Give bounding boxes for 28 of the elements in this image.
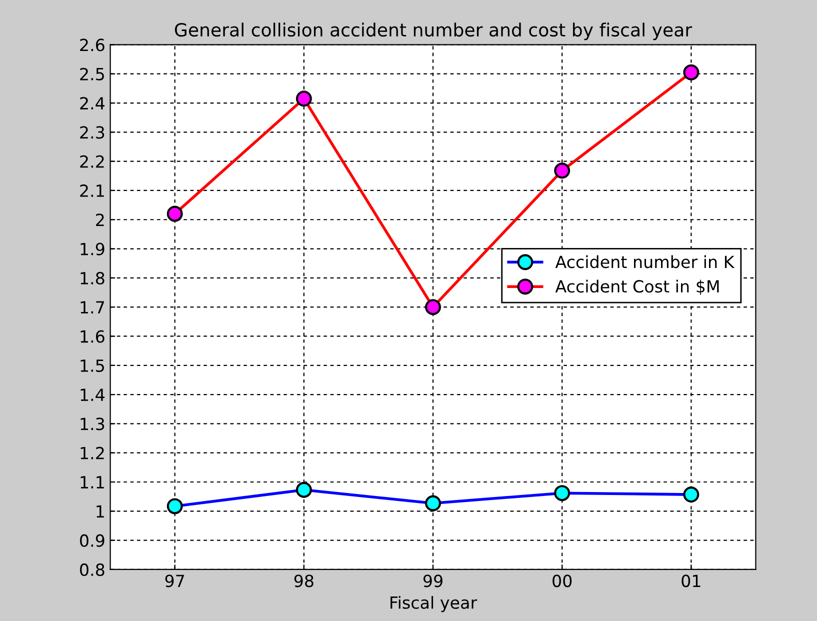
y-tick-label: 0.8	[80, 563, 104, 576]
x-axis-title: Fiscal year	[390, 596, 478, 612]
x-tick-label: 00	[552, 574, 572, 588]
y-tick-label: 2.5	[80, 68, 104, 80]
y-tick-label: 1.9	[80, 242, 104, 256]
y-tick-label: 1.2	[80, 446, 104, 460]
x-tick-label: 97	[165, 574, 184, 588]
y-tick-label: 1.7	[80, 301, 104, 314]
y-tick-label: 0.9	[80, 534, 104, 547]
y-tick-label: 1.5	[80, 360, 104, 372]
y-tick-label: 2.2	[80, 155, 104, 168]
y-tick-label: 2.3	[80, 126, 104, 139]
y-tick-label: 2.1	[80, 184, 104, 197]
x-tick-label: 01	[682, 574, 700, 588]
legend-label: Accident Cost in $M	[555, 280, 719, 295]
y-tick-label: 2	[96, 214, 104, 226]
y-tick-label: 1	[96, 505, 104, 518]
y-tick-label: 1.8	[80, 272, 104, 284]
y-tick-label: 1.6	[80, 330, 104, 343]
y-tick-label: 1.3	[80, 418, 104, 430]
y-tick-label: 1.4	[80, 388, 104, 401]
x-tick-label: 99	[423, 574, 442, 588]
y-tick-label: 2.6	[80, 38, 104, 52]
x-tick-label: 98	[294, 574, 314, 588]
y-tick-label: 1.1	[80, 476, 104, 488]
chart-title: General collision accident number and cost by fiscal year	[174, 22, 692, 40]
legend-label: Accident number in K	[555, 255, 735, 268]
y-tick-label: 2.4	[80, 96, 104, 110]
